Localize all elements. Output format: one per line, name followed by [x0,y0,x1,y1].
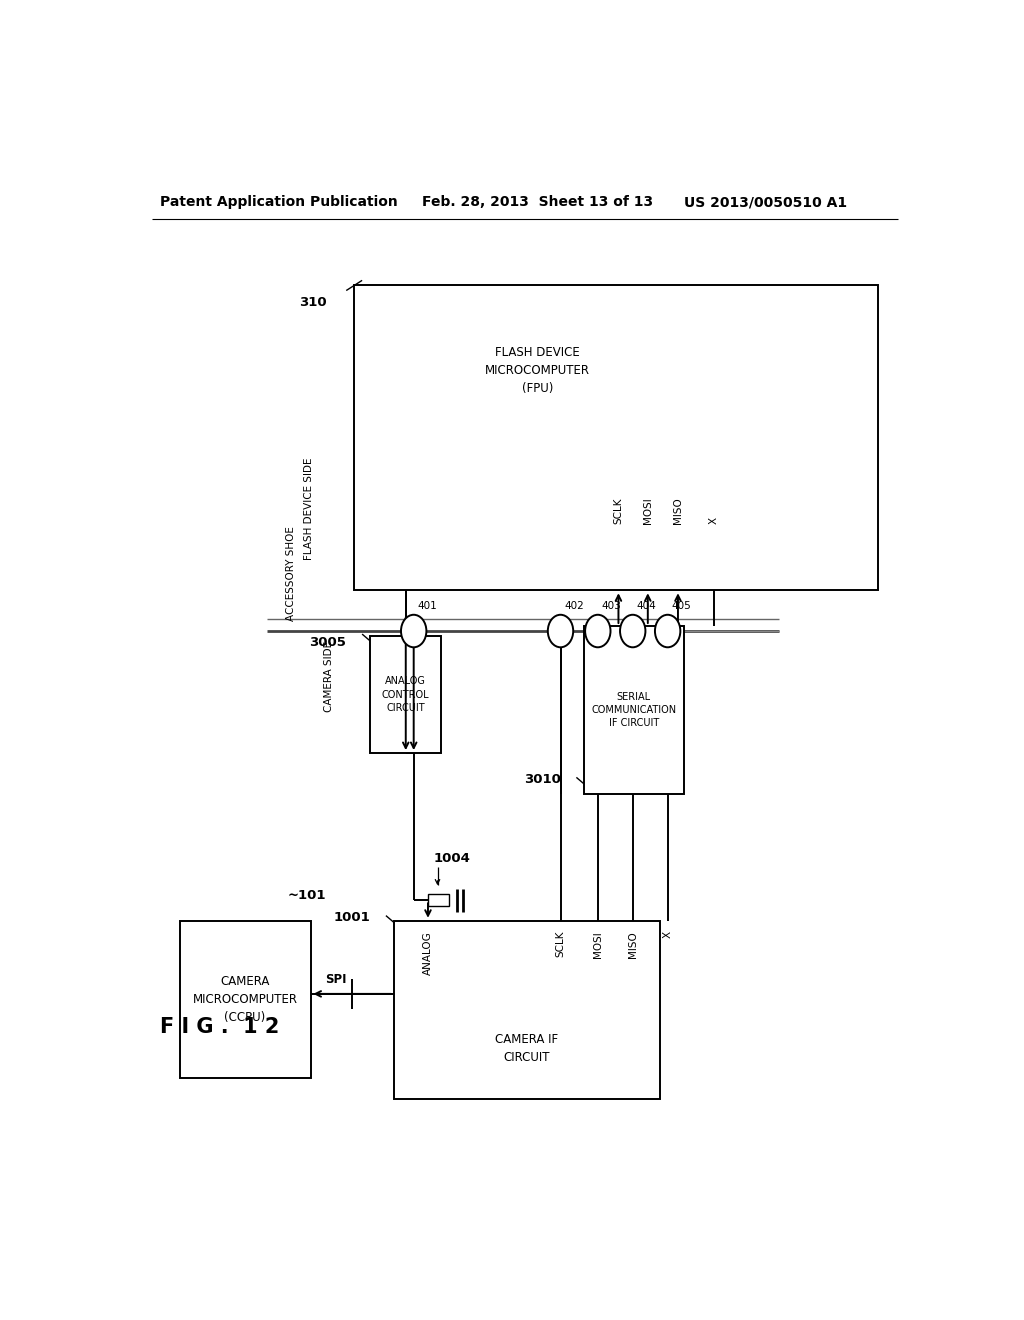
Text: US 2013/0050510 A1: US 2013/0050510 A1 [684,195,847,209]
Circle shape [585,615,610,647]
Text: Patent Application Publication: Patent Application Publication [160,195,397,209]
Text: MISO: MISO [673,498,683,524]
Text: 3010: 3010 [523,774,560,787]
Text: X: X [709,517,719,524]
Text: 1004: 1004 [433,851,470,865]
Text: ANALOG: ANALOG [423,931,433,974]
Bar [179,921,310,1078]
Text: SPI: SPI [326,973,347,986]
Text: ANALOG
CONTROL
CIRCUIT: ANALOG CONTROL CIRCUIT [382,676,430,713]
Circle shape [401,615,426,647]
Circle shape [655,615,680,647]
Bar [354,285,878,590]
Circle shape [621,615,645,647]
Text: 405: 405 [672,601,691,611]
Text: MOSI: MOSI [593,931,603,957]
Text: 403: 403 [602,601,622,611]
Text: ~101: ~101 [288,890,326,903]
Bar [370,636,441,752]
Text: CAMERA IF
CIRCUIT: CAMERA IF CIRCUIT [496,1034,558,1064]
Text: 310: 310 [299,296,327,309]
Text: SCLK: SCLK [555,931,565,957]
Text: MISO: MISO [628,931,638,957]
Text: 404: 404 [637,601,656,611]
Text: FLASH DEVICE SIDE: FLASH DEVICE SIDE [304,457,314,560]
Circle shape [548,615,573,647]
Text: 1001: 1001 [333,911,370,924]
Text: MOSI: MOSI [643,498,653,524]
Text: 3005: 3005 [309,636,346,649]
Text: SERIAL
COMMUNICATION
IF CIRCUIT: SERIAL COMMUNICATION IF CIRCUIT [591,692,677,729]
Bar [428,894,449,907]
Text: CAMERA
MICROCOMPUTER
(CCPU): CAMERA MICROCOMPUTER (CCPU) [193,975,298,1024]
Text: ACCESSORY SHOE: ACCESSORY SHOE [286,525,296,620]
Text: 401: 401 [418,601,437,611]
Text: FLASH DEVICE
MICROCOMPUTER
(FPU): FLASH DEVICE MICROCOMPUTER (FPU) [485,346,590,395]
Bar [394,921,659,1098]
Text: 402: 402 [564,601,585,611]
Text: F I G .  1 2: F I G . 1 2 [160,1018,279,1038]
Text: SCLK: SCLK [613,498,624,524]
Text: CAMERA SIDE: CAMERA SIDE [324,642,334,713]
Bar [585,626,684,793]
Text: Feb. 28, 2013  Sheet 13 of 13: Feb. 28, 2013 Sheet 13 of 13 [422,195,652,209]
Text: X: X [663,931,673,939]
